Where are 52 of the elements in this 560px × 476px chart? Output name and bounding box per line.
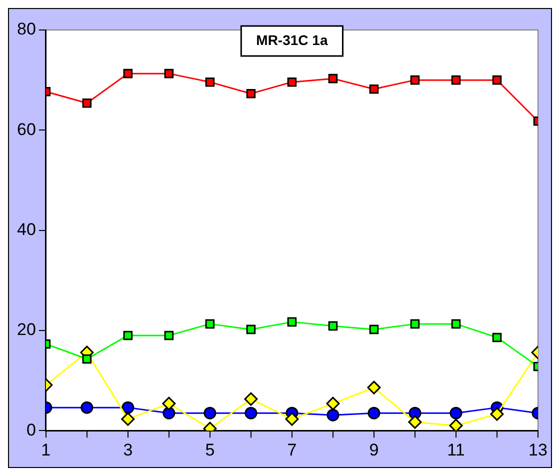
x-tick-label: 7 — [287, 440, 297, 460]
point — [162, 406, 176, 420]
point — [368, 406, 380, 420]
point — [204, 406, 216, 420]
point — [287, 317, 297, 327]
point — [326, 396, 340, 410]
point — [205, 77, 215, 87]
point — [285, 412, 299, 426]
point — [246, 324, 256, 334]
point — [82, 354, 92, 364]
point — [244, 392, 258, 406]
point — [121, 412, 135, 426]
point — [492, 332, 502, 342]
point — [164, 68, 174, 78]
point — [246, 88, 256, 98]
chart-title: MR-31C 1a — [256, 32, 328, 48]
x-tick-label: 13 — [528, 440, 548, 460]
x-tick-label: 3 — [123, 440, 133, 460]
point — [369, 324, 379, 334]
point — [408, 415, 422, 429]
point — [244, 406, 258, 420]
point — [369, 84, 379, 94]
point — [82, 98, 92, 108]
x-tick-label: 1 — [41, 440, 51, 460]
y-tick-label: 40 — [16, 220, 36, 239]
y-tick-label: 20 — [16, 320, 36, 340]
y-tick-label: 0 — [26, 420, 36, 440]
point — [164, 330, 174, 340]
point — [410, 75, 420, 85]
point — [162, 396, 176, 410]
y-tick-label: 80 — [16, 20, 36, 39]
point — [328, 74, 338, 84]
point — [451, 319, 461, 329]
point — [367, 380, 381, 394]
point — [451, 75, 461, 85]
point — [490, 407, 504, 421]
point — [492, 75, 502, 85]
point — [123, 330, 133, 340]
point — [450, 406, 462, 420]
point — [326, 408, 340, 422]
x-tick-label: 11 — [447, 440, 465, 460]
point — [122, 401, 134, 414]
point — [410, 319, 420, 329]
y-tick-label: 60 — [16, 120, 36, 139]
point — [328, 321, 338, 331]
x-tick-label: 9 — [369, 440, 379, 460]
point — [449, 418, 463, 431]
point — [80, 401, 94, 414]
point — [205, 319, 215, 329]
x-tick-label: 5 — [205, 440, 215, 460]
point — [287, 77, 297, 87]
point — [123, 68, 133, 78]
